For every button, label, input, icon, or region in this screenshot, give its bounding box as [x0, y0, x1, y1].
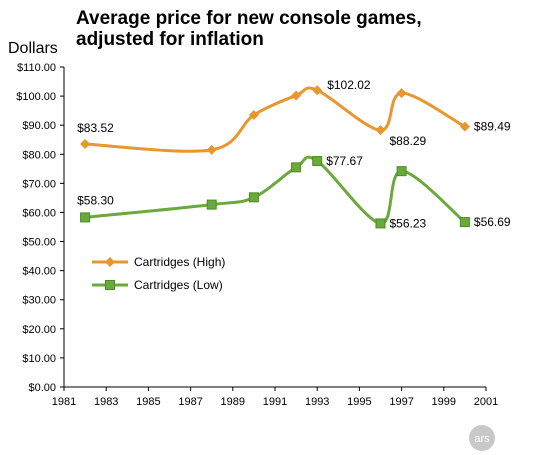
data-point: [206, 199, 217, 210]
data-point: [312, 156, 323, 167]
watermark-text: ars: [474, 433, 490, 445]
x-tick-label: 1999: [432, 396, 456, 408]
data-label: $89.49: [474, 120, 511, 134]
x-tick-label: 1983: [94, 396, 118, 408]
data-point: [248, 110, 259, 120]
legend-label: Cartridges (High): [134, 255, 225, 269]
y-tick-label: $50.00: [22, 237, 56, 249]
series-cartridges-low: [80, 155, 470, 229]
data-point: [312, 85, 323, 96]
legend-label: Cartridges (Low): [134, 278, 223, 292]
data-labels: $83.52 $102.02 $88.29 $89.49 $58.30 $77.67 $56…: [77, 78, 511, 230]
data-point: [396, 166, 407, 177]
x-tick-label: 2001: [474, 396, 498, 408]
y-tick-label: $70.00: [22, 178, 56, 190]
data-point: [291, 162, 302, 173]
chart-title-line-2: adjusted for inflation: [76, 29, 264, 50]
legend-item: Cartridges (Low): [92, 278, 223, 292]
chart-title-line-1: Average price for new console games,: [76, 8, 422, 29]
y-tick-label: $30.00: [22, 295, 56, 307]
legend-marker: [105, 257, 115, 267]
data-point: [375, 125, 386, 136]
data-point: [206, 144, 217, 155]
y-axis-unit-label: Dollars: [8, 40, 58, 57]
watermark-badge: [469, 425, 495, 451]
ars-watermark: ars: [469, 425, 495, 451]
data-label: $58.30: [77, 193, 114, 207]
data-point: [396, 88, 407, 99]
data-point: [459, 217, 470, 228]
y-tick-label: $100.00: [16, 91, 56, 103]
data-point: [248, 192, 259, 203]
data-point: [375, 218, 386, 229]
axes: $0.00 $10.00 $20.00 $30.00 $40.00 $50.00 $60.0…: [16, 62, 498, 408]
data-point: [459, 121, 470, 132]
data-point: [80, 139, 91, 150]
y-tick-label: $0.00: [28, 382, 56, 394]
data-label: $77.67: [326, 154, 363, 168]
data-label: $102.02: [327, 78, 371, 92]
x-tick-label: 1991: [263, 396, 287, 408]
y-tick-label: $80.00: [22, 149, 56, 161]
y-tick-label: $10.00: [22, 353, 56, 365]
data-label: $83.52: [77, 121, 114, 135]
legend-item: Cartridges (High): [92, 255, 225, 269]
data-point: [80, 212, 91, 223]
data-label: $56.23: [390, 216, 427, 230]
y-tick-label: $90.00: [22, 120, 56, 132]
series-line: [84, 155, 466, 225]
x-tick-label: 1989: [221, 396, 245, 408]
data-point: [291, 90, 302, 101]
legend: Cartridges (High) Cartridges (Low): [92, 255, 225, 292]
x-tick-label: 1993: [305, 396, 329, 408]
legend-marker: [105, 280, 115, 290]
data-label: $88.29: [390, 134, 427, 148]
y-tick-label: $20.00: [22, 324, 56, 336]
y-tick-label: $60.00: [22, 207, 56, 219]
x-tick-label: 1997: [389, 396, 413, 408]
x-tick-label: 1995: [347, 396, 371, 408]
y-tick-label: $40.00: [22, 266, 56, 278]
x-tick-label: 1985: [136, 396, 160, 408]
series-layer: [80, 85, 470, 229]
series-cartridges-high: [80, 85, 470, 155]
x-tick-label: 1987: [178, 396, 202, 408]
y-tick-label: $110.00: [17, 62, 56, 74]
data-label: $56.69: [474, 215, 511, 229]
x-tick-label: 1981: [52, 396, 76, 408]
